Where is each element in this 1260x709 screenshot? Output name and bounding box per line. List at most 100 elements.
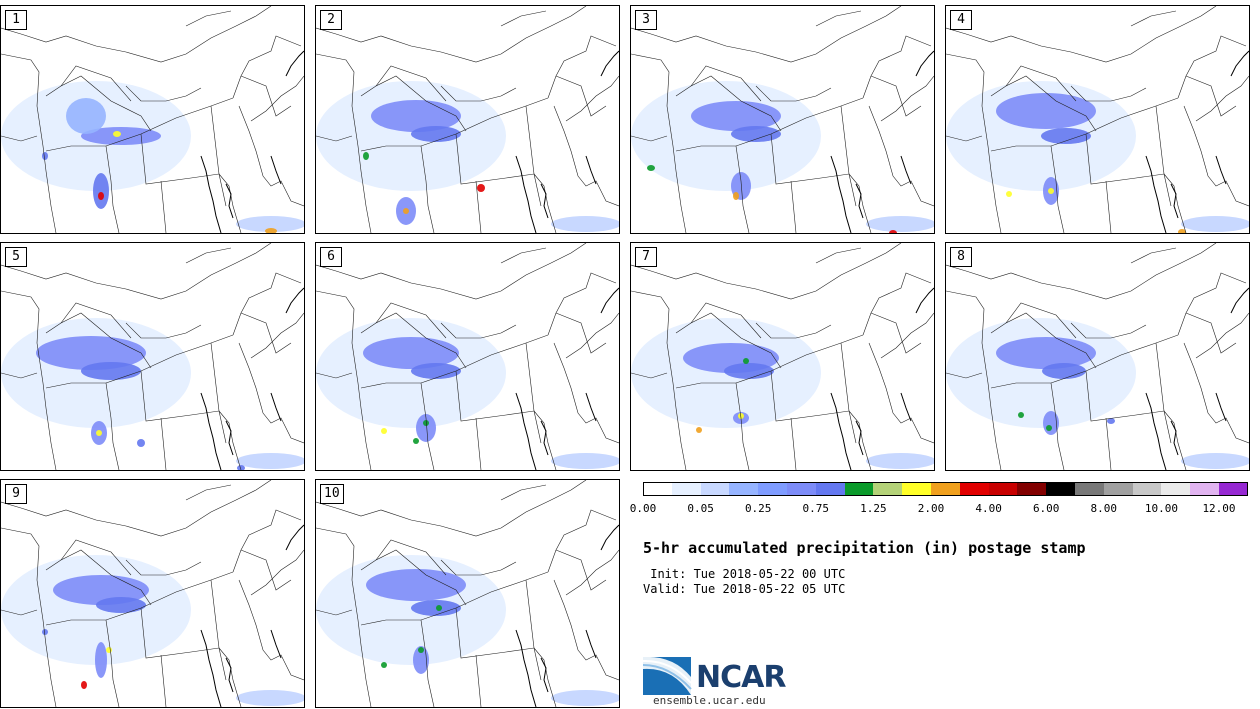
init-time: Init: Tue 2018-05-22 00 UTC (643, 567, 846, 581)
panel-member-4[interactable]: 4 (945, 5, 1250, 234)
colorbar-swatch (1219, 482, 1249, 496)
panel-member-6[interactable]: 6 (315, 242, 620, 471)
state-border (547, 272, 617, 336)
state-border (1195, 312, 1249, 359)
state-border (232, 509, 302, 573)
state-border (440, 559, 517, 576)
precip-feature (1006, 191, 1012, 197)
state-border (250, 312, 304, 359)
state-border (375, 539, 447, 576)
precip-feature (411, 126, 461, 142)
state-border (360, 312, 467, 369)
state-border (316, 135, 353, 142)
site-url[interactable]: ensemble.ucar.edu (653, 694, 766, 707)
state-border (870, 312, 922, 354)
precip-feature (137, 439, 145, 447)
state-border (475, 417, 482, 470)
light-precip-area (316, 318, 506, 428)
panel-member-7[interactable]: 7 (630, 242, 935, 471)
state-border (316, 6, 587, 63)
state-border (500, 10, 547, 27)
colorbar-swatch (1046, 482, 1076, 496)
state-border (125, 322, 202, 339)
state-border (45, 312, 152, 369)
coastline (830, 287, 934, 470)
state-border (455, 370, 535, 422)
precip-feature (371, 100, 461, 132)
light-precip-area (551, 453, 619, 469)
colorbar-tick-label: 1.25 (860, 502, 887, 515)
colorbar-swatch (758, 482, 788, 496)
state-border (770, 133, 850, 185)
state-border (735, 145, 750, 233)
state-border (525, 105, 542, 207)
light-precip-area (236, 690, 304, 706)
state-border (45, 549, 152, 606)
precip-map (631, 6, 934, 233)
panel-member-10[interactable]: 10 (315, 479, 620, 708)
state-border (755, 85, 832, 102)
colorbar-swatch (815, 482, 846, 496)
state-border (420, 145, 435, 233)
member-label: 7 (635, 247, 657, 267)
precip-feature (381, 662, 387, 668)
panel-member-9[interactable]: 9 (0, 479, 305, 708)
state-border (105, 382, 120, 470)
panel-member-1[interactable]: 1 (0, 5, 305, 234)
precip-feature (363, 152, 369, 160)
panel-member-5[interactable]: 5 (0, 242, 305, 471)
colorbar-swatch (729, 482, 759, 496)
state-border (105, 145, 120, 233)
colorbar-swatch (643, 482, 673, 496)
state-border (790, 417, 797, 470)
state-border (238, 105, 304, 207)
state-border (555, 312, 607, 354)
coastline (515, 50, 619, 233)
state-border (210, 105, 227, 207)
precip-map (946, 6, 1249, 233)
precip-map (316, 6, 619, 233)
state-border (185, 247, 232, 264)
state-border (815, 247, 862, 264)
state-border (840, 342, 857, 444)
light-precip-area (631, 81, 821, 191)
state-border (1155, 105, 1172, 207)
state-border (240, 75, 292, 117)
colorbar-swatch (959, 482, 990, 496)
state-border (125, 85, 202, 102)
colorbar-tick-label: 12.00 (1202, 502, 1236, 515)
state-border (690, 302, 762, 339)
panel-member-3[interactable]: 3 (630, 5, 935, 234)
state-border (60, 65, 132, 102)
state-border (1085, 133, 1165, 185)
coastline (515, 287, 619, 470)
precip-feature (1178, 229, 1186, 233)
state-border (790, 180, 797, 233)
colorbar-swatch (1190, 482, 1220, 496)
precip-feature (42, 629, 48, 635)
coastline (200, 50, 304, 233)
light-precip-area (946, 318, 1136, 428)
member-label: 3 (635, 10, 657, 30)
state-border (232, 272, 302, 336)
precip-map (316, 480, 619, 707)
state-border (1130, 10, 1177, 27)
ncar-logo-text: NCAR (696, 660, 786, 695)
state-border (238, 579, 304, 681)
precip-feature (996, 337, 1096, 369)
precip-feature (403, 208, 409, 214)
state-border (631, 135, 668, 142)
state-border (440, 322, 517, 339)
precip-feature (1048, 188, 1054, 194)
colorbar-frame (643, 482, 1248, 496)
precip-feature (93, 173, 109, 209)
precip-feature (1046, 425, 1052, 431)
precip-feature (95, 642, 107, 678)
state-border (160, 417, 167, 470)
state-border (1, 527, 57, 707)
panel-member-2[interactable]: 2 (315, 5, 620, 234)
coastline (830, 50, 934, 233)
coastline (1145, 287, 1249, 470)
panel-member-8[interactable]: 8 (945, 242, 1250, 471)
state-border (868, 105, 934, 207)
